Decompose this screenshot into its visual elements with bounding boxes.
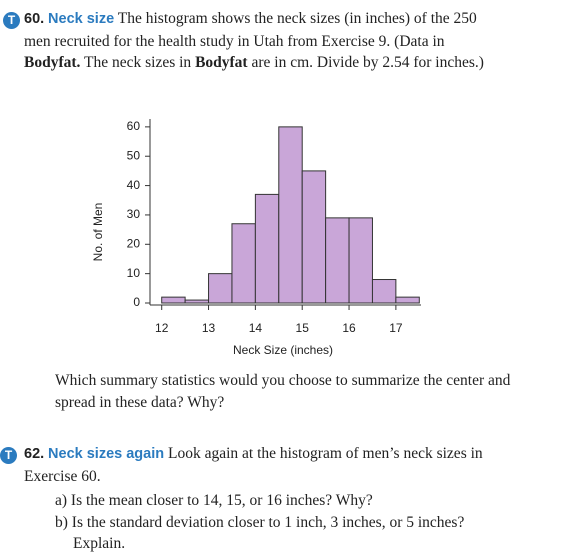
bar [325,217,350,304]
sub-questions: a) Is the mean closer to 14, 15, or 16 i… [55,490,475,555]
bar [184,299,210,304]
bar [371,279,397,304]
y-tick-label: 60 [127,119,141,133]
y-tick-label: 10 [127,266,141,280]
exercise-text: Look again at the histogram of men’s nec… [24,445,483,485]
x-tick-label: 12 [155,321,169,335]
exercise-number: 62. [24,446,45,462]
y-tick-label: 50 [127,148,141,162]
exercise-title: Neck size [48,11,115,27]
y-axis-label: No. of Men [91,203,105,262]
bar [301,170,327,304]
exercise-62: 62. Neck sizes again Look again at the h… [24,443,494,487]
y-tick-label: 40 [127,178,141,192]
y-tick-label: 20 [127,236,141,250]
exercise-text: The neck sizes in [80,54,196,71]
bar [278,126,303,304]
exercise-text: are in cm. Divide by 2.54 for inches.) [247,54,484,71]
tool-icon: T [3,12,20,29]
bar [395,296,420,304]
y-tick-label: 0 [133,295,140,309]
sub-question: b) Is the standard deviation closer to 1… [55,513,465,553]
exercise-text: The histogram shows the neck sizes (in i… [24,10,477,50]
dataset-name: Bodyfat. [24,54,81,71]
bar [161,296,186,304]
x-tick-label: 14 [249,321,263,335]
question: Which summary statistics would you choos… [55,372,511,411]
dataset-name: Bodyfat [195,54,248,71]
x-tick-label: 16 [342,321,356,335]
sub-question: a) Is the mean closer to 14, 15, or 16 i… [55,492,373,509]
exercise-title: Neck sizes again [48,446,165,462]
x-tick-label: 17 [389,321,403,335]
x-axis-label: Neck Size (inches) [233,343,333,357]
tool-icon: T [0,447,17,464]
bar [348,217,373,304]
bar [231,223,256,304]
bar [208,273,233,304]
y-tick-label: 30 [127,207,141,221]
bar [254,193,280,304]
x-tick-label: 15 [296,321,310,335]
exercise-60: 60. Neck size The histogram shows the ne… [24,8,499,74]
exercise-number: 60. [24,11,45,27]
x-tick-label: 13 [202,321,216,335]
